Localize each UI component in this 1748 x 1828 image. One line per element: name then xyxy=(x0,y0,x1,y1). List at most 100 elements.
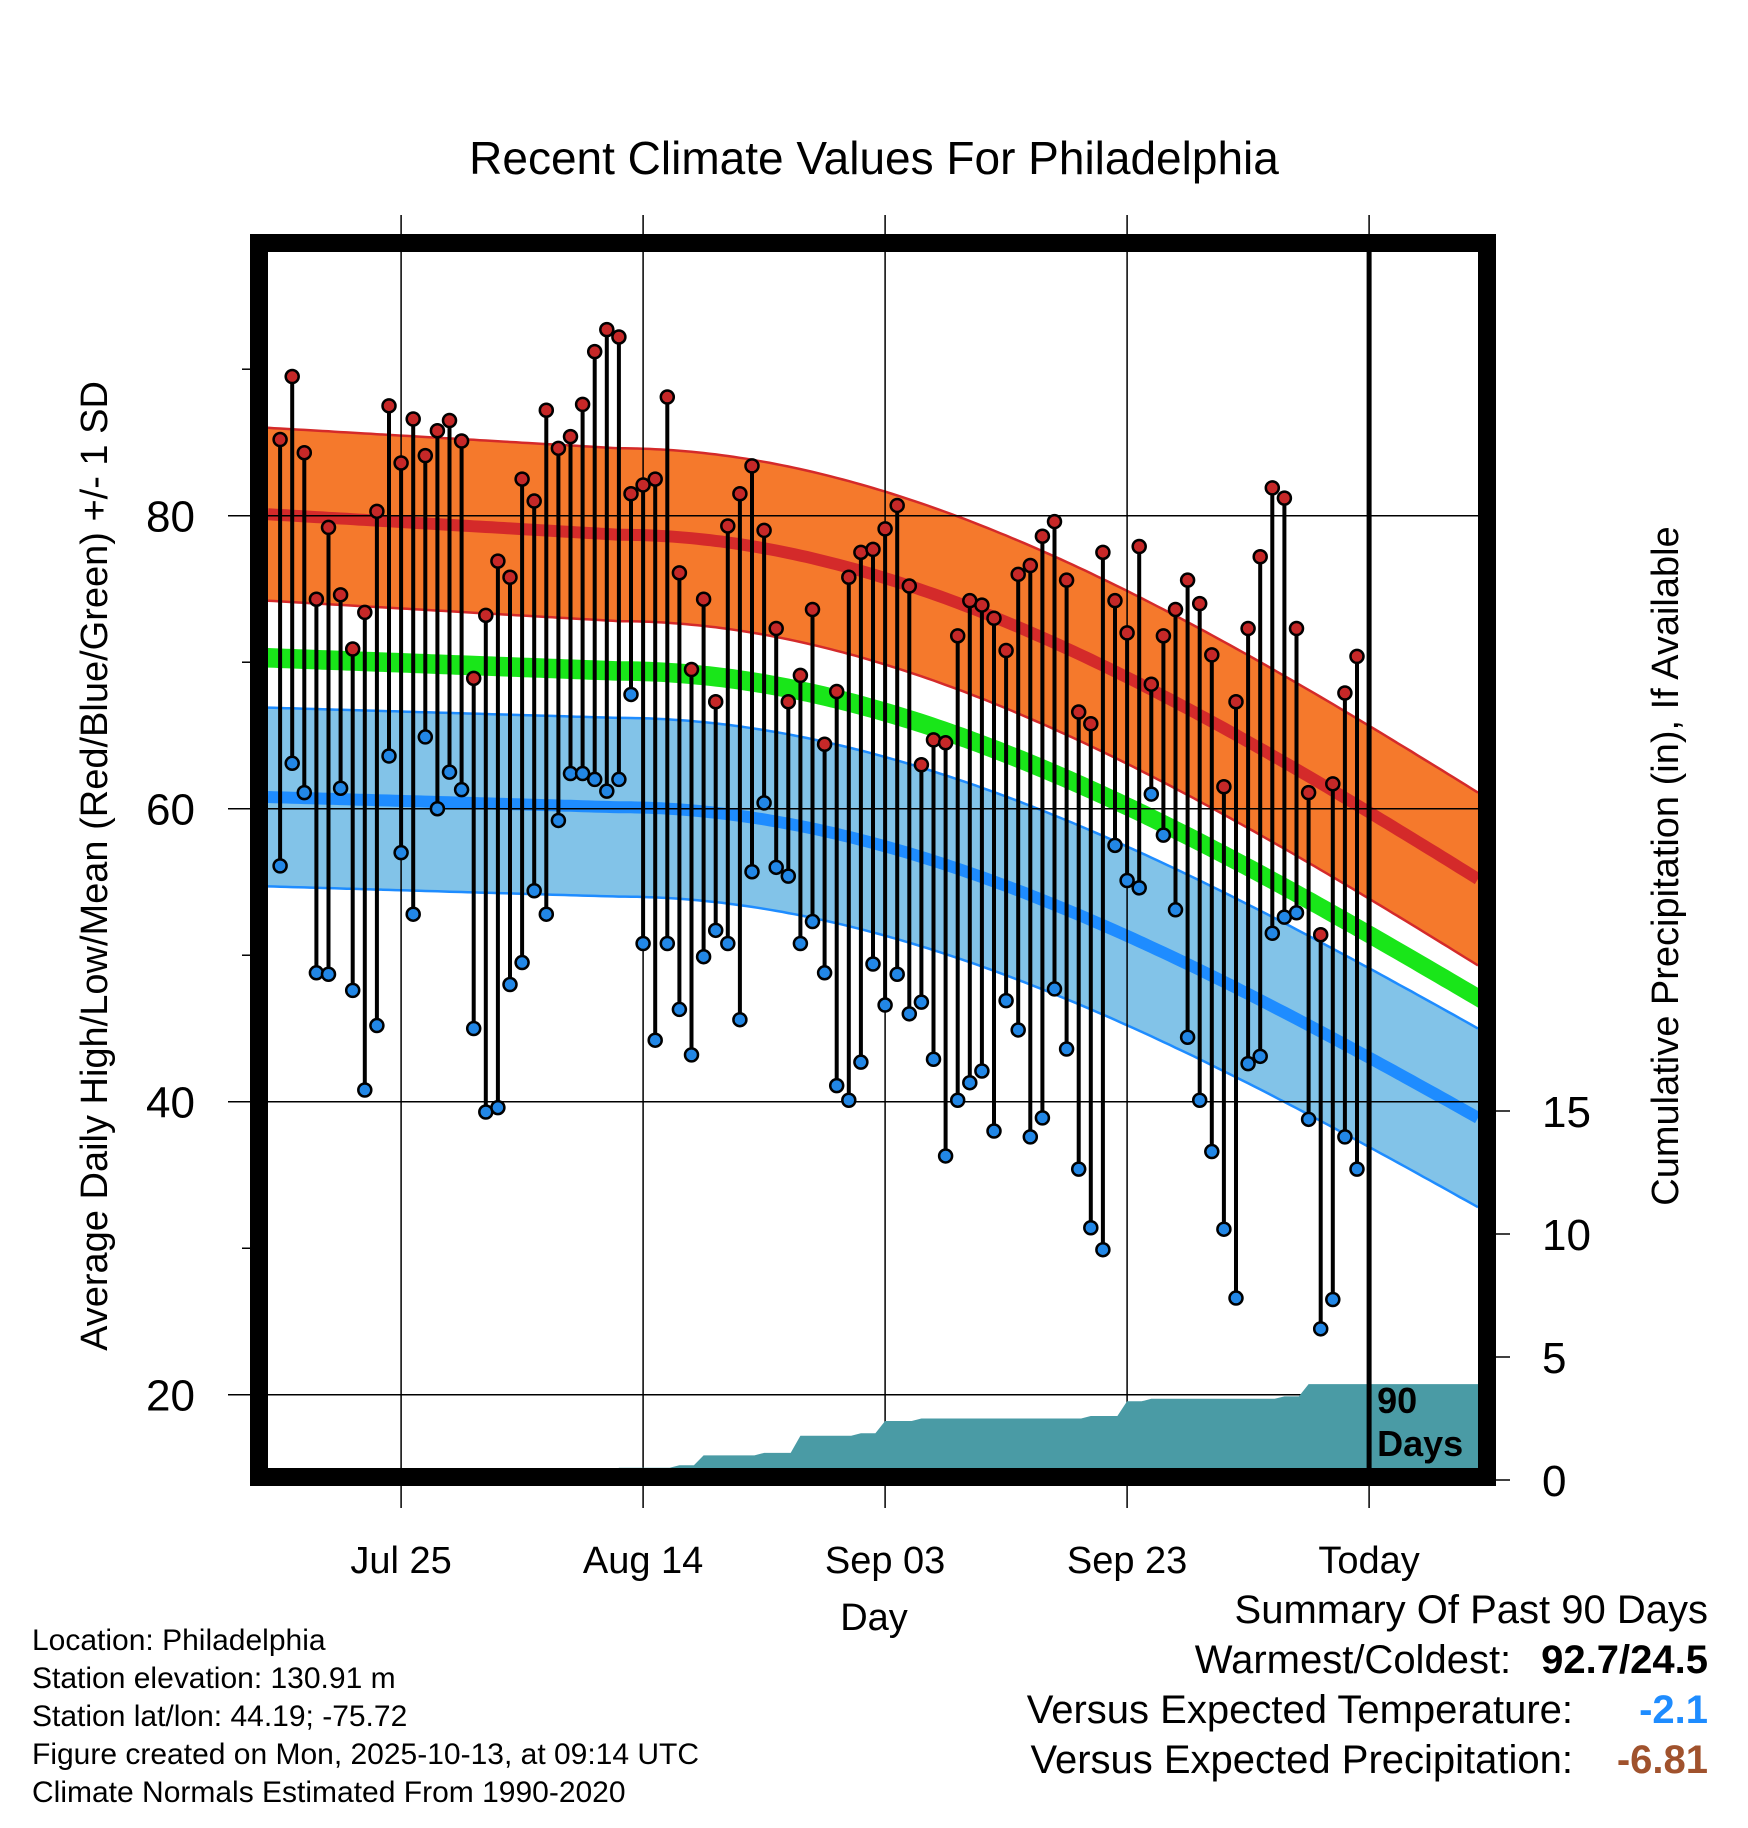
high-point-64 xyxy=(1046,513,1063,530)
high-point-31 xyxy=(647,471,663,487)
high-point-51 xyxy=(889,497,905,514)
low-point-22 xyxy=(538,906,555,922)
low-point-15 xyxy=(453,781,470,798)
x-tick-label-0: Jul 25 xyxy=(350,1540,451,1582)
high-point-3 xyxy=(308,591,325,607)
normal-high-upper-line xyxy=(268,426,1478,794)
low-point-29 xyxy=(623,686,639,703)
low-point-67 xyxy=(1083,1219,1099,1236)
created-text: Figure created on Mon, 2025-10-13, at 09… xyxy=(32,1738,700,1771)
high-point-10 xyxy=(393,455,409,471)
low-point-32 xyxy=(659,935,676,952)
high-point-74 xyxy=(1167,601,1184,618)
low-point-28 xyxy=(611,771,627,788)
low-point-31 xyxy=(647,1032,663,1048)
high-point-13 xyxy=(429,422,446,439)
high-point-6 xyxy=(344,641,361,657)
low-point-86 xyxy=(1312,1321,1329,1337)
high-point-65 xyxy=(1058,572,1075,588)
high-point-46 xyxy=(828,683,845,700)
low-point-62 xyxy=(1022,1129,1039,1145)
low-point-6 xyxy=(344,982,361,999)
low-point-27 xyxy=(599,783,615,799)
vs-precip-label: Versus Expected Precipitation: xyxy=(1030,1738,1573,1782)
normal-low-band xyxy=(268,707,1478,1208)
y-axis-label: Average Daily High/Low/Mean (Red/Blue/Gr… xyxy=(74,381,116,1351)
low-point-68 xyxy=(1095,1241,1111,1258)
high-point-28 xyxy=(611,329,627,345)
high-point-26 xyxy=(586,343,603,360)
low-point-34 xyxy=(683,1047,700,1063)
high-point-68 xyxy=(1095,544,1111,561)
warm-cold-value: 92.7/24.5 xyxy=(1541,1638,1708,1682)
high-point-83 xyxy=(1276,490,1293,506)
low-point-0 xyxy=(272,858,288,874)
latlon-text: Station lat/lon: 44.19; -75.72 xyxy=(32,1700,408,1733)
low-point-84 xyxy=(1288,904,1305,921)
y2-tick-label-10: 10 xyxy=(1542,1211,1591,1260)
high-point-77 xyxy=(1204,647,1220,663)
high-point-49 xyxy=(865,541,881,558)
high-point-50 xyxy=(877,521,893,537)
x-tick-label-20: Aug 14 xyxy=(583,1540,703,1582)
high-point-59 xyxy=(986,610,1002,627)
low-point-51 xyxy=(889,966,905,983)
x-tick-label-60: Sep 23 xyxy=(1067,1540,1187,1582)
low-point-71 xyxy=(1131,880,1147,896)
high-point-4 xyxy=(320,519,337,536)
high-point-41 xyxy=(768,620,784,637)
low-point-85 xyxy=(1300,1111,1317,1128)
low-point-45 xyxy=(816,965,833,981)
x-tick-label-80: Today xyxy=(1318,1540,1419,1582)
high-point-8 xyxy=(369,503,385,520)
low-point-47 xyxy=(841,1092,857,1109)
low-point-36 xyxy=(707,922,724,939)
low-point-78 xyxy=(1216,1221,1232,1237)
low-point-10 xyxy=(393,844,409,861)
high-point-17 xyxy=(478,607,494,624)
high-point-44 xyxy=(804,601,821,618)
high-point-1 xyxy=(284,368,300,385)
high-point-81 xyxy=(1252,548,1268,565)
x-axis-label: Day xyxy=(840,1597,908,1639)
high-point-52 xyxy=(901,578,918,594)
high-point-67 xyxy=(1083,715,1099,732)
high-point-47 xyxy=(841,569,857,585)
high-point-76 xyxy=(1191,595,1208,612)
vs-precip-value: -6.81 xyxy=(1616,1738,1708,1782)
low-point-9 xyxy=(381,748,397,764)
high-point-73 xyxy=(1155,628,1172,644)
vs-temp-value: -2.1 xyxy=(1639,1688,1708,1732)
high-point-24 xyxy=(562,428,579,445)
low-point-50 xyxy=(877,997,893,1013)
low-point-52 xyxy=(901,1006,918,1022)
high-point-70 xyxy=(1119,625,1135,641)
high-point-11 xyxy=(405,411,421,427)
low-point-30 xyxy=(635,935,651,952)
high-point-63 xyxy=(1034,528,1051,544)
low-point-66 xyxy=(1070,1161,1087,1177)
low-point-48 xyxy=(853,1054,869,1070)
low-point-38 xyxy=(732,1011,748,1028)
low-point-46 xyxy=(828,1077,845,1094)
low-point-23 xyxy=(550,812,567,829)
low-point-43 xyxy=(792,935,809,952)
high-point-29 xyxy=(623,485,639,502)
low-point-55 xyxy=(937,1148,954,1164)
low-point-54 xyxy=(925,1051,942,1067)
high-point-30 xyxy=(635,477,651,493)
low-point-4 xyxy=(320,966,337,983)
low-point-26 xyxy=(586,771,603,788)
normals-text: Climate Normals Estimated From 1990-2020 xyxy=(32,1776,626,1809)
high-point-69 xyxy=(1107,592,1123,609)
low-point-44 xyxy=(804,913,821,930)
high-point-34 xyxy=(683,661,700,678)
y-tick-label-40: 40 xyxy=(146,1079,195,1128)
high-point-88 xyxy=(1337,685,1353,701)
low-point-16 xyxy=(465,1020,482,1037)
low-point-7 xyxy=(357,1082,373,1098)
high-point-33 xyxy=(671,565,688,581)
high-point-12 xyxy=(417,447,434,464)
low-point-53 xyxy=(913,994,930,1010)
low-point-89 xyxy=(1349,1161,1365,1177)
